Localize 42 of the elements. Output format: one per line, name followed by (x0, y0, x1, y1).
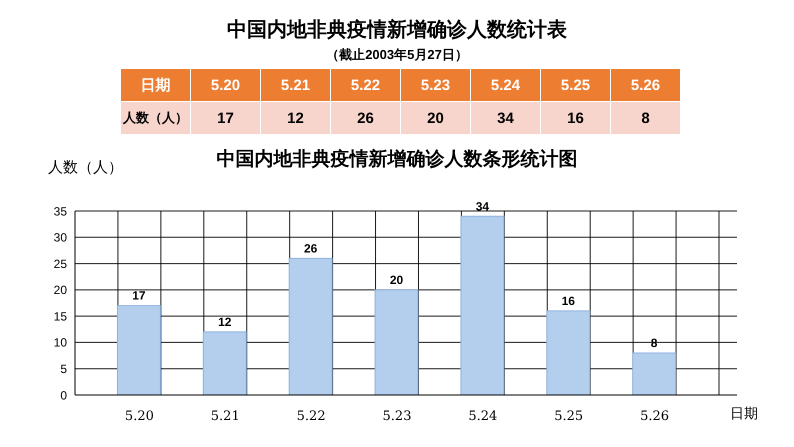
text: 人数（人） (123, 110, 188, 125)
data-label: 26 (304, 241, 318, 256)
text: 8 (610, 102, 680, 134)
x-tick-label: 5.24 (468, 409, 498, 424)
x-tick-label: 5.22 (296, 409, 326, 424)
category-label: 5.22 (350, 76, 380, 94)
category-label: 5.24 (490, 76, 520, 94)
category-label: 5.20 (210, 76, 240, 94)
y-axis-title: 人数（人） (48, 158, 123, 177)
text: 34 (470, 102, 540, 134)
chart-subtitle: （截止2003年5月27日） (325, 46, 469, 64)
x-tick-label: 5.26 (640, 409, 670, 424)
text: 26 (330, 102, 400, 134)
data-label: 34 (476, 199, 490, 214)
text: 12 (260, 102, 330, 134)
data-label: 12 (218, 314, 232, 329)
text: 日期 (140, 76, 170, 94)
data-label: 17 (132, 288, 146, 303)
text: 17 (190, 102, 260, 134)
text: 20 (400, 102, 470, 134)
category-label: 5.23 (420, 76, 450, 94)
x-tick-label: 5.21 (210, 409, 240, 424)
text: 16 (540, 102, 610, 134)
category-label: 5.26 (630, 76, 660, 94)
x-tick-label: 5.23 (382, 409, 412, 424)
y-tick-label: 5 (60, 362, 68, 376)
data-label: 16 (562, 294, 576, 308)
category-label: 5.21 (280, 76, 310, 94)
chart-title: 中国内地非典疫情新增确诊人数统计表 (226, 18, 568, 43)
y-tick-label: 20 (54, 283, 68, 298)
y-tick-label: 30 (54, 230, 68, 245)
data-label: 20 (390, 272, 404, 287)
x-tick-label: 5.25 (554, 409, 584, 424)
y-tick-label: 15 (54, 309, 68, 324)
x-axis-title: 日期 (730, 405, 758, 423)
text: 中国内地非典疫情新增确诊人数条形统计图 (216, 149, 578, 170)
y-tick-label: 35 (54, 204, 68, 218)
y-tick-label: 0 (60, 388, 68, 402)
category-label: 5.25 (560, 76, 590, 94)
y-tick-label: 25 (54, 256, 68, 271)
x-tick-label: 5.20 (124, 409, 154, 424)
y-tick-label: 10 (54, 336, 68, 350)
